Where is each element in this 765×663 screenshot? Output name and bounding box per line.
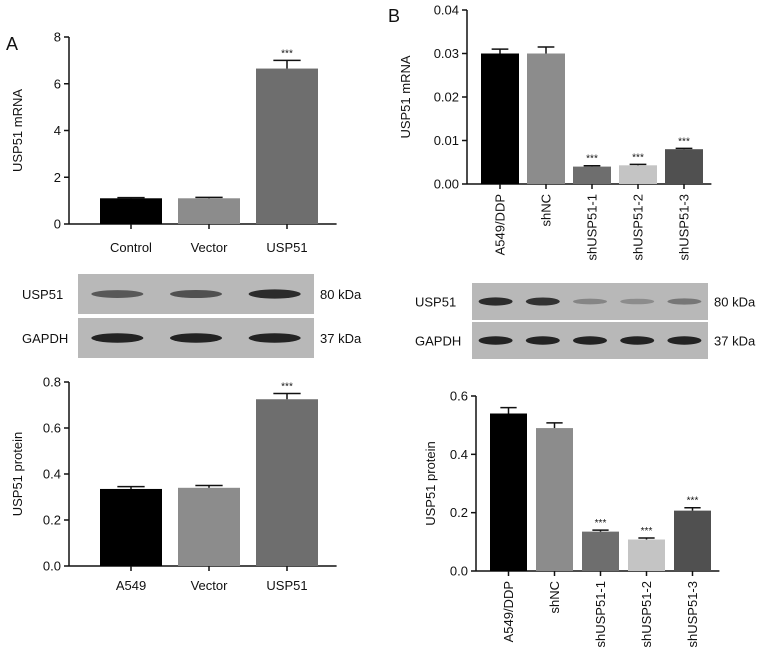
y-tick-label: 0.4 (450, 447, 468, 462)
x-tick-label: shUSP51-2 (631, 194, 646, 260)
bar (527, 53, 565, 184)
blot-band (525, 297, 560, 306)
bar (674, 510, 711, 571)
bar (628, 539, 665, 571)
x-tick-label: shUSP51-2 (639, 581, 654, 647)
y-axis-label: USP51 mRNA (10, 89, 25, 172)
significance-label: *** (687, 496, 699, 507)
x-tick-label: shUSP51-1 (585, 194, 600, 260)
blot-size-label: 80 kDa (320, 287, 362, 302)
western-blot-b: USP51 80 kDa GAPDH 37 kDa (415, 283, 756, 359)
chart-a-protein: 0.0 0.2 0.4 0.6 0.8 USP51 protein A549 Vector **… (10, 375, 337, 593)
significance-label: *** (595, 518, 607, 529)
blot-band (91, 333, 144, 343)
y-tick-label: 0.8 (43, 375, 61, 390)
blot-size-label: 37 kDa (320, 331, 362, 346)
y-axis-label: USP51 protein (423, 441, 438, 526)
x-tick-label: Vector (191, 578, 229, 593)
blot-size-label: 80 kDa (714, 295, 756, 310)
bar (256, 68, 318, 225)
x-tick-label: shUSP51-3 (677, 194, 692, 260)
western-blot-a: USP51 80 kDa GAPDH 37 kDa (22, 274, 362, 358)
blot-protein-label: GAPDH (415, 334, 461, 349)
blot-band (667, 336, 702, 345)
blot-band (91, 290, 144, 298)
bar (665, 149, 703, 184)
blot-band (620, 336, 655, 345)
significance-label: *** (586, 154, 598, 165)
x-tick-label: USP51 (266, 240, 307, 255)
panel-letter-b: B (388, 6, 400, 26)
blot-band (248, 333, 301, 343)
bar (573, 166, 611, 184)
x-tick-label: USP51 (266, 578, 307, 593)
bar (619, 165, 657, 184)
blot-band (667, 298, 702, 305)
blot-band (170, 289, 222, 299)
blot-band (573, 298, 607, 305)
y-tick-label: 0.02 (434, 90, 459, 105)
panel-letter-a: A (6, 34, 18, 54)
y-tick-label: 0.0 (43, 559, 61, 574)
blot-band (573, 336, 607, 345)
y-tick-label: 0.00 (434, 177, 459, 192)
y-tick-label: 0.2 (43, 513, 61, 528)
x-tick-label: A549/DDP (501, 581, 516, 642)
y-tick-label: 0.2 (450, 505, 468, 520)
chart-a-mrna: 0 2 4 6 8 USP51 mRNA Control Vector *** USP51 (10, 30, 337, 255)
y-tick-label: 0.01 (434, 133, 459, 148)
x-tick-label: shUSP51-3 (685, 581, 700, 647)
y-tick-label: 0.03 (434, 46, 459, 61)
y-tick-label: 8 (54, 30, 61, 45)
bar (481, 53, 519, 184)
x-tick-label: A549 (116, 578, 146, 593)
y-tick-label: 0 (54, 217, 61, 232)
blot-band (478, 297, 513, 306)
bar (178, 198, 240, 224)
blot-protein-label: USP51 (415, 295, 456, 310)
bar (178, 487, 240, 566)
significance-label: *** (281, 382, 293, 393)
x-tick-label: shNC (539, 194, 554, 227)
x-tick-label: Vector (191, 240, 229, 255)
chart-b-protein: 0.0 0.2 0.4 0.6 USP51 protein A549/DDP shNC ***… (423, 389, 720, 647)
blot-band (478, 336, 513, 345)
y-tick-label: 0.04 (434, 3, 459, 18)
blot-size-label: 37 kDa (714, 334, 756, 349)
y-tick-label: 0.4 (43, 467, 61, 482)
chart-b-mrna: 0.00 0.01 0.02 0.03 0.04 USP51 mRNA A549/DDP sh… (398, 3, 712, 260)
blot-band (248, 289, 301, 299)
blot-band (525, 336, 560, 345)
blot-protein-label: GAPDH (22, 331, 68, 346)
significance-label: *** (678, 136, 690, 147)
x-tick-label: shUSP51-1 (593, 581, 608, 647)
blot-band (170, 333, 222, 343)
significance-label: *** (641, 526, 653, 537)
blot-band (620, 298, 655, 305)
significance-label: *** (281, 48, 293, 59)
bar (100, 488, 162, 566)
y-tick-label: 2 (54, 170, 61, 185)
blot-protein-label: USP51 (22, 287, 63, 302)
significance-label: *** (632, 152, 644, 163)
y-tick-label: 0.0 (450, 564, 468, 579)
x-tick-label: Control (110, 240, 152, 255)
x-tick-label: shNC (547, 581, 562, 614)
y-tick-label: 0.6 (43, 421, 61, 436)
bar (536, 428, 573, 571)
bar (490, 413, 527, 571)
y-tick-label: 6 (54, 76, 61, 91)
bar (582, 531, 619, 571)
y-tick-label: 0.6 (450, 389, 468, 404)
y-tick-label: 4 (54, 123, 61, 138)
x-tick-label: A549/DDP (493, 194, 508, 255)
bar (256, 399, 318, 566)
y-axis-label: USP51 protein (10, 432, 25, 517)
y-axis-label: USP51 mRNA (398, 55, 413, 138)
bar (100, 198, 162, 224)
